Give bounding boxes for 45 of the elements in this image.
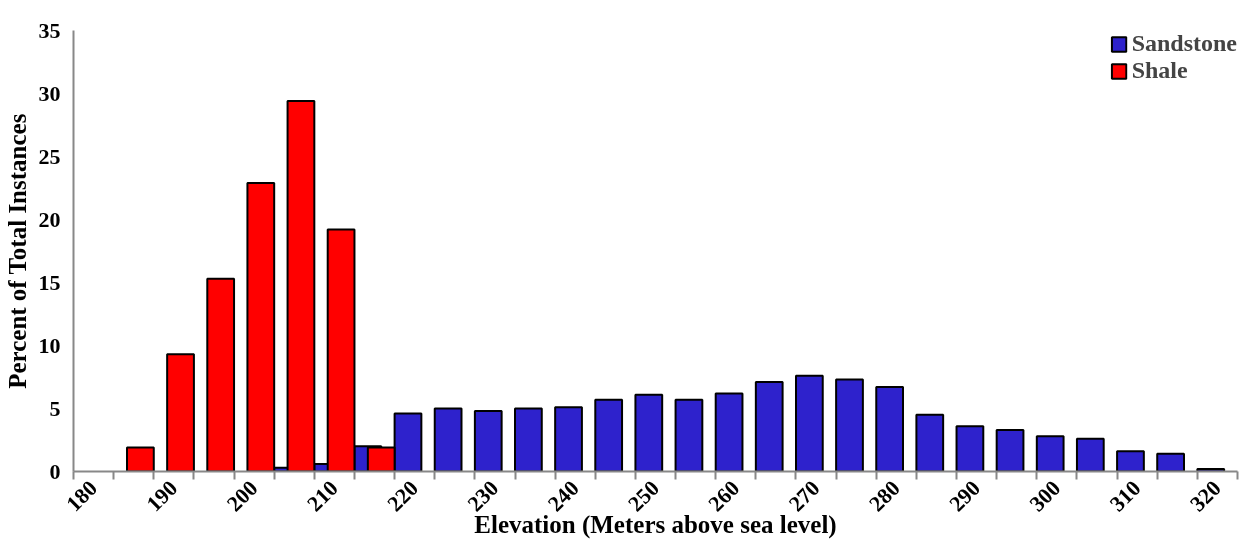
x-tick-label: 280 — [863, 475, 905, 517]
bar — [875, 386, 905, 472]
y-tick-label: 25 — [38, 143, 61, 169]
y-tick-label: 10 — [38, 332, 61, 358]
legend-label: Shale — [1131, 57, 1188, 84]
legend-label: Sandstone — [1131, 30, 1237, 57]
x-tick-label: 220 — [382, 475, 424, 517]
x-tick-label: 180 — [61, 475, 103, 517]
x-tick-label: 260 — [703, 475, 745, 517]
bar — [1035, 435, 1065, 472]
y-tick-label: 20 — [38, 206, 61, 232]
x-tick-label: 310 — [1104, 475, 1146, 517]
bar — [955, 425, 985, 472]
bar — [433, 407, 463, 472]
bar — [473, 410, 503, 472]
y-tick-label: 5 — [49, 395, 61, 421]
bar — [126, 446, 155, 472]
bar — [634, 393, 664, 472]
bar — [915, 413, 945, 472]
bar — [714, 392, 744, 472]
bar — [514, 407, 543, 472]
y-axis-title: Percent of Total Instances — [3, 113, 31, 389]
bar — [754, 381, 784, 472]
bar — [794, 374, 824, 472]
y-tick-label: 0 — [49, 458, 61, 484]
x-tick-label: 320 — [1184, 475, 1226, 517]
bar — [554, 406, 583, 472]
bar — [1116, 450, 1145, 472]
bar — [835, 378, 864, 472]
bar — [594, 398, 624, 472]
x-tick-label: 190 — [141, 475, 183, 517]
y-tick-label: 15 — [38, 269, 61, 295]
x-tick-label: 250 — [622, 475, 664, 517]
y-tick-label: 30 — [38, 80, 61, 106]
x-tick-label: 210 — [301, 475, 343, 517]
bar — [1156, 452, 1185, 472]
bar — [206, 277, 236, 472]
bar — [1075, 437, 1105, 472]
x-tick-label: 290 — [944, 475, 986, 517]
bar — [674, 398, 704, 472]
bar — [995, 428, 1025, 472]
x-tick-label: 200 — [221, 475, 263, 517]
y-tick-label: 35 — [38, 17, 61, 43]
x-tick-label: 300 — [1024, 475, 1066, 517]
bar — [166, 353, 195, 472]
